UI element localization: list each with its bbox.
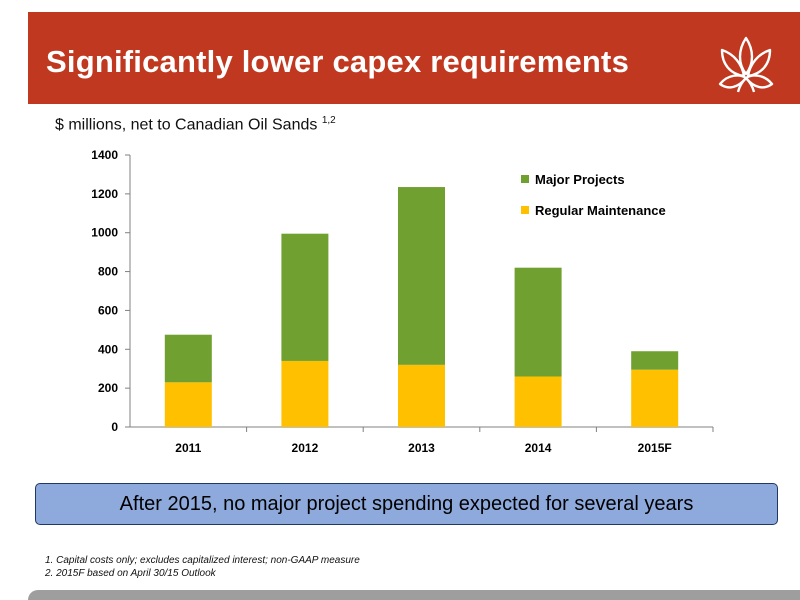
bar-major-projects — [631, 351, 679, 370]
footer-bar — [28, 590, 800, 600]
y-tick-label: 1400 — [91, 148, 118, 162]
x-tick-label: 2011 — [175, 441, 201, 455]
footnote-1: 1. Capital costs only; excludes capitali… — [45, 555, 360, 566]
bar-regular-maintenance — [631, 369, 679, 427]
legend-swatch — [521, 206, 529, 214]
stacked-bar-chart: 0 200 400 600 800 1000 1200 1400 2011 2012 2013 201… — [91, 148, 714, 455]
bar-regular-maintenance — [164, 382, 212, 427]
y-tick-label: 200 — [98, 381, 118, 395]
callout-text: After 2015, no major project spending ex… — [119, 492, 694, 515]
bar-major-projects — [514, 267, 562, 377]
bar-regular-maintenance — [281, 360, 329, 427]
y-tick-label: 800 — [98, 265, 118, 279]
x-tick-label: 2015F — [638, 441, 672, 455]
x-tick-label: 2012 — [292, 441, 319, 455]
subtitle-text: $ millions, net to Canadian Oil Sands — [55, 116, 318, 134]
footnotes: 1. Capital costs only; excludes capitali… — [45, 554, 360, 580]
x-tick-label: 2014 — [525, 441, 552, 455]
y-tick-label: 1200 — [91, 187, 118, 201]
legend-label: Major Projects — [535, 172, 625, 187]
x-tick-label: 2013 — [408, 441, 435, 455]
footnote-2: 2. 2015F based on April 30/15 Outlook — [45, 568, 216, 579]
subtitle-superscript: 1,2 — [321, 115, 336, 126]
bar-regular-maintenance — [514, 376, 562, 427]
legend-label: Regular Maintenance — [535, 203, 666, 218]
bar-regular-maintenance — [398, 364, 445, 427]
header-banner: Significantly lower capex requirements — [28, 12, 800, 104]
bar-major-projects — [164, 334, 212, 383]
y-tick-label: 1000 — [91, 226, 118, 240]
slide-title: Significantly lower capex requirements — [46, 44, 630, 79]
lotus-logo-icon — [718, 36, 774, 93]
chart-subtitle: $ millions, net to Canadian Oil Sands 1,… — [55, 115, 336, 134]
bar-major-projects — [398, 187, 445, 365]
bar-major-projects — [281, 233, 329, 361]
y-tick-label: 600 — [98, 303, 118, 317]
y-tick-label: 0 — [111, 420, 118, 434]
callout-box: After 2015, no major project spending ex… — [35, 483, 778, 525]
y-tick-label: 400 — [98, 342, 118, 356]
legend-swatch — [521, 175, 529, 183]
